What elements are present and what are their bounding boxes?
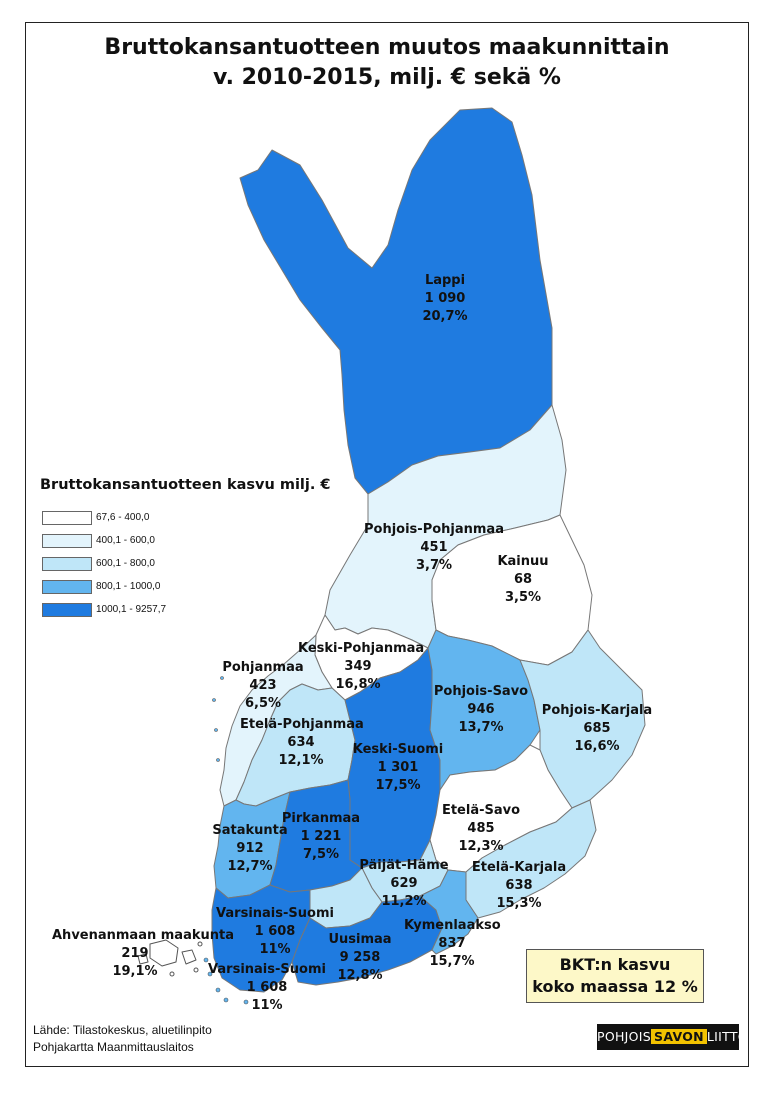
source-line2: Pohjakartta Maanmittauslaitos bbox=[33, 1040, 194, 1054]
logo-part3: LIITTO bbox=[706, 1029, 748, 1044]
region-etela-karjala bbox=[465, 799, 597, 919]
label-lappi: Lappi 1 090 20,7% bbox=[422, 273, 468, 324]
label-etela-pohjanmaa: Etelä-Pohjanmaa 634 12,1% bbox=[240, 717, 364, 768]
national-growth-box: BKT:n kasvu koko maassa 12 % bbox=[526, 949, 704, 1003]
label-varsinais-suomi-secondary: Varsinais-Suomi 1 608 11% bbox=[208, 962, 326, 1013]
legend-label: 800,1 - 1000,0 bbox=[96, 581, 161, 592]
label-pohjois-karjala: Pohjois-Karjala 685 16,6% bbox=[541, 703, 653, 754]
national-growth-line2: koko maassa 12 % bbox=[532, 977, 698, 996]
label-uusimaa: Uusimaa 9 258 12,8% bbox=[328, 932, 392, 983]
label-varsinais-suomi: Varsinais-Suomi 1 608 11% bbox=[216, 906, 334, 957]
legend-swatch bbox=[42, 603, 92, 617]
legend-swatch bbox=[42, 534, 92, 548]
label-kainuu: Kainuu 68 3,5% bbox=[497, 554, 549, 605]
label-paijat-hame: Päijät-Häme 629 11,2% bbox=[359, 858, 449, 909]
label-ahvenanmaa: Ahvenanmaan maakunta 219 19,1% bbox=[52, 928, 234, 979]
label-etela-savo: Etelä-Savo 485 12,3% bbox=[441, 803, 521, 854]
region-lappi bbox=[239, 107, 553, 495]
label-keski-suomi: Keski-Suomi 1 301 17,5% bbox=[352, 742, 444, 793]
legend-label: 67,6 - 400,0 bbox=[96, 512, 150, 523]
legend-label: 600,1 - 800,0 bbox=[96, 558, 155, 569]
map-title-line2: v. 2010-2015, milj. € sekä % bbox=[213, 65, 561, 90]
label-pohjois-savo: Pohjois-Savo 946 13,7% bbox=[433, 684, 529, 735]
legend-swatch bbox=[42, 511, 92, 525]
region-ahvenanmaa bbox=[137, 939, 203, 977]
archipelago-islands bbox=[203, 676, 249, 1005]
region-kymenlaakso bbox=[419, 869, 479, 955]
label-etela-karjala: Etelä-Karjala 638 15,3% bbox=[471, 860, 567, 911]
legend-swatch bbox=[42, 580, 92, 594]
logo-part2: SAVON bbox=[651, 1029, 707, 1044]
national-growth-line1: BKT:n kasvu bbox=[559, 955, 671, 974]
region-pohjois-karjala bbox=[519, 629, 646, 809]
label-kymenlaakso: Kymenlaakso 837 15,7% bbox=[404, 918, 501, 969]
legend-title: Bruttokansantuotteen kasvu milj. € bbox=[40, 477, 331, 493]
label-keski-pohjanmaa: Keski-Pohjanmaa 349 16,8% bbox=[298, 641, 425, 692]
label-pohjanmaa: Pohjanmaa 423 6,5% bbox=[222, 660, 304, 711]
legend-label: 1000,1 - 9257,7 bbox=[96, 604, 167, 615]
label-pohjois-pohjanmaa: Pohjois-Pohjanmaa 451 3,7% bbox=[364, 522, 504, 573]
source-line1: Lähde: Tilastokeskus, aluetilinpito bbox=[33, 1023, 212, 1037]
logo-part1: POHJOIS bbox=[597, 1029, 652, 1044]
pohjois-savon-liitto-logo: POHJOIS SAVON LIITTO bbox=[597, 1024, 748, 1050]
label-satakunta: Satakunta 912 12,7% bbox=[212, 823, 288, 874]
legend-swatch bbox=[42, 557, 92, 571]
label-pirkanmaa: Pirkanmaa 1 221 7,5% bbox=[281, 811, 361, 862]
map-title-line1: Bruttokansantuotteen muutos maakunnittai… bbox=[104, 35, 670, 60]
source-note: Lähde: Tilastokeskus, aluetilinpito Pohj… bbox=[33, 1022, 212, 1056]
legend-label: 400,1 - 600,0 bbox=[96, 535, 155, 546]
